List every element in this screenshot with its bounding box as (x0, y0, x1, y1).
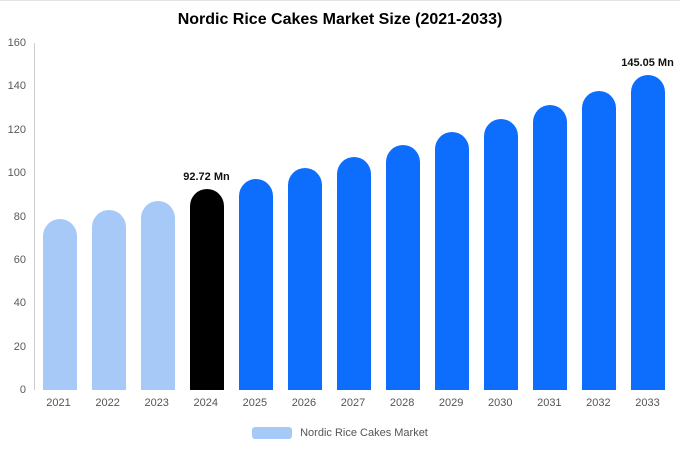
bar-2024 (189, 188, 224, 390)
bar-2025 (238, 178, 273, 390)
bar-2023 (140, 200, 175, 390)
legend: Nordic Rice Cakes Market (0, 425, 680, 441)
y-tick-label: 140 (7, 80, 26, 93)
bar-2022 (91, 210, 126, 390)
y-tick-label: 0 (19, 384, 26, 396)
bar-2028 (385, 144, 420, 390)
bar-2027 (336, 156, 371, 390)
bar-column-2029 (427, 43, 476, 390)
bar-2032 (581, 90, 616, 390)
bar-column-2033: 145.05 Mn (621, 43, 674, 390)
bar-value-label: 92.72 Mn (183, 170, 230, 183)
x-tick-label: 2021 (46, 397, 71, 409)
x-tick-label: 2031 (537, 397, 562, 409)
bar-column-2027 (329, 43, 378, 390)
x-tick-label: 2032 (586, 397, 611, 409)
y-tick-label: 120 (7, 123, 26, 136)
legend-swatch (252, 427, 293, 439)
y-tick-label: 100 (7, 167, 26, 180)
bar-2029 (434, 132, 469, 390)
x-tick-label: 2028 (389, 397, 415, 409)
bar-column-2032 (574, 43, 623, 390)
bar-2030 (483, 118, 518, 390)
bar-2033 (630, 75, 665, 390)
x-tick-label: 2033 (635, 397, 660, 409)
bar-2021 (42, 218, 77, 390)
x-tick-label: 2024 (193, 397, 219, 409)
bar-column-2022 (84, 43, 133, 390)
x-tick-label: 2026 (291, 397, 317, 409)
y-tick-label: 40 (13, 297, 26, 310)
y-tick-label: 20 (13, 340, 26, 353)
bar-value-label: 145.05 Mn (621, 57, 674, 70)
bar-column-2024: 92.72 Mn (182, 43, 231, 390)
bar-2031 (532, 105, 567, 390)
y-axis: 0 20 40 60 80 100 120 140 160 (0, 37, 30, 396)
legend-label: Nordic Rice Cakes Market (300, 427, 428, 439)
bar-column-2023 (133, 43, 182, 390)
y-tick-label: 80 (13, 210, 26, 223)
x-tick-label: 2023 (144, 397, 169, 409)
x-tick-label: 2025 (242, 397, 268, 409)
x-tick-label: 2027 (340, 397, 366, 409)
plot-area: 92.72 Mn 145.05 Mn (34, 43, 674, 390)
y-tick-label: 60 (13, 253, 26, 266)
x-tick-label: 2022 (95, 397, 120, 409)
x-tick-label: 2029 (438, 397, 464, 409)
bar-column-2028 (378, 43, 427, 390)
bar-column-2030 (476, 43, 525, 390)
chart-title: Nordic Rice Cakes Market Size (2021-2033… (177, 11, 503, 28)
bar-column-2026 (280, 43, 329, 390)
y-tick-label: 160 (7, 37, 26, 49)
bar-column-2031 (525, 43, 574, 390)
x-axis: 2021 2022 2023 2024 2025 2026 2027 2028 2029 2030… (34, 397, 672, 409)
bar-column-2021 (35, 43, 84, 390)
bar-column-2025 (231, 43, 280, 390)
bar-2026 (287, 167, 322, 390)
x-tick-label: 2030 (488, 397, 513, 409)
